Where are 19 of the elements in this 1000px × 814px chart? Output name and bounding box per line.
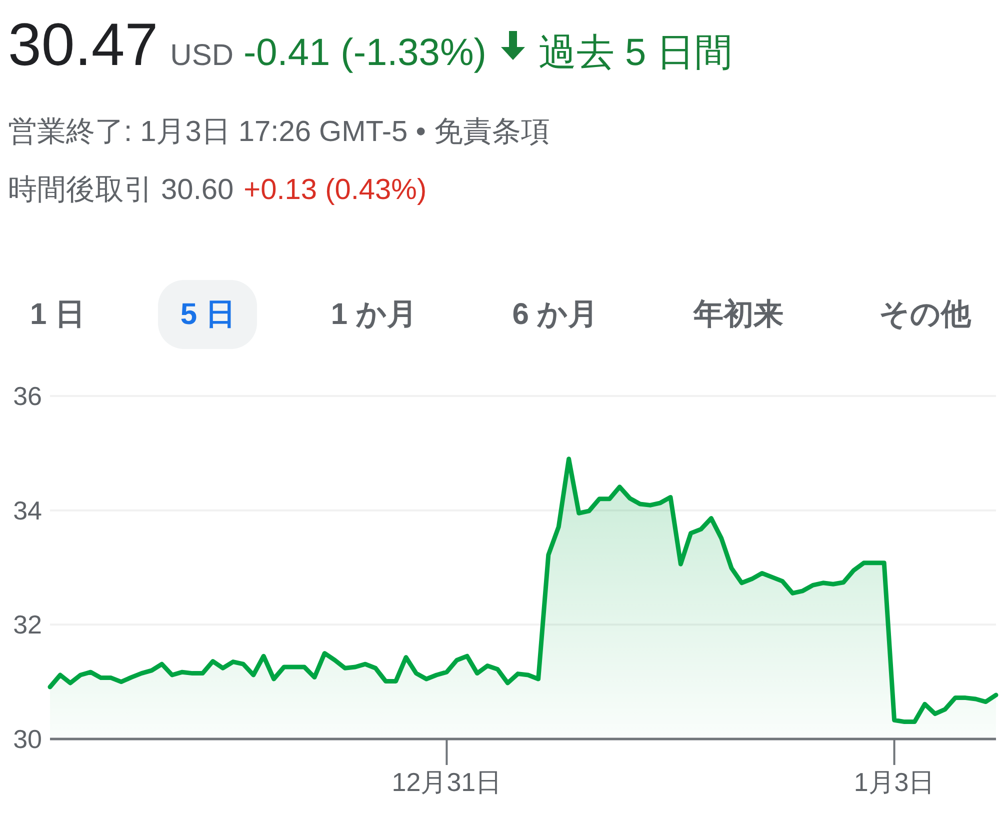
y-tick-label: 30 bbox=[13, 724, 42, 754]
x-tick-label: 12月31日 bbox=[392, 767, 502, 797]
y-tick-label: 34 bbox=[13, 495, 42, 526]
text: 5 日 bbox=[158, 280, 258, 349]
text: 1 か月 bbox=[330, 297, 418, 333]
text: 6 か月 bbox=[511, 297, 600, 333]
text: -0.41 (-1.33%) bbox=[244, 32, 486, 75]
text: 営業終了: 1月3日 17:26 GMT-5 • 免責条項 bbox=[8, 115, 550, 150]
y-tick-label: 32 bbox=[13, 610, 42, 640]
x-tick-label: 1月3日 bbox=[854, 767, 935, 797]
text: USD bbox=[170, 39, 234, 73]
y-tick-label: 36 bbox=[13, 381, 42, 411]
text: +0.13 (0.43%) bbox=[244, 174, 427, 207]
text: その他 bbox=[878, 297, 972, 333]
text: 過去 5 日間 bbox=[538, 31, 733, 76]
text: 時間後取引 30.60 bbox=[8, 173, 234, 208]
text: 1 日 bbox=[29, 297, 86, 333]
text: 30.47 bbox=[8, 10, 158, 79]
text: 年初来 bbox=[692, 297, 785, 333]
